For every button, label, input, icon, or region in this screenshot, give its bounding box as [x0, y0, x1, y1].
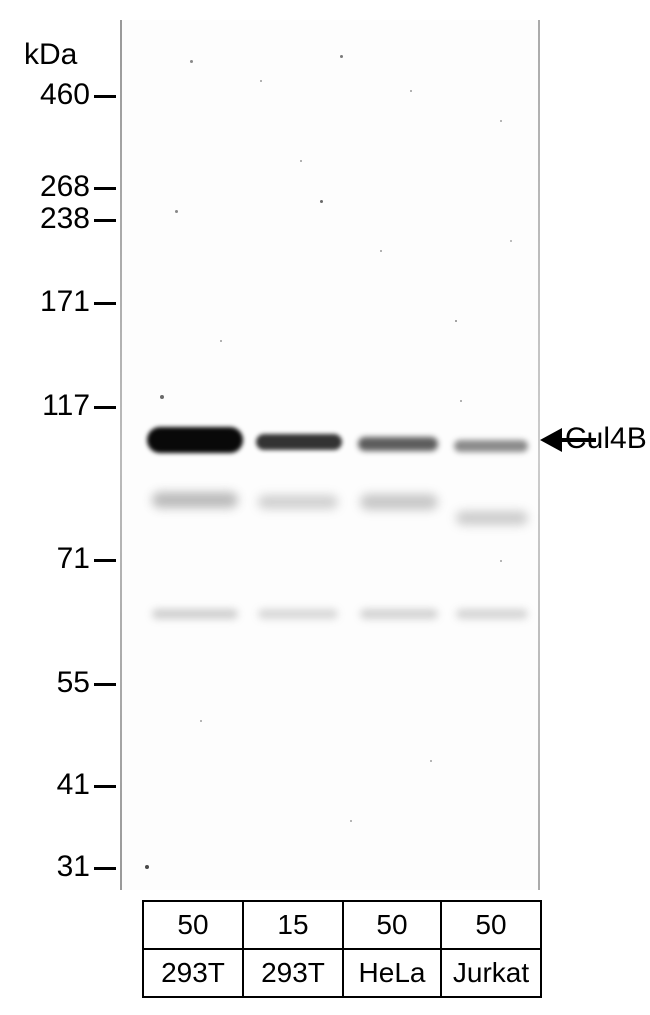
blot-band — [258, 495, 338, 509]
blot-band — [358, 437, 438, 451]
mw-label: 238 — [30, 202, 90, 236]
lane-load-cell: 50 — [343, 901, 441, 949]
noise-dot — [510, 240, 512, 242]
figure-container: kDa 46026823817111771554131 Cul4B 501550… — [0, 0, 650, 1015]
mw-tick — [94, 406, 116, 409]
noise-dot — [380, 250, 382, 252]
lane-load-cell: 15 — [243, 901, 343, 949]
noise-dot — [340, 55, 343, 58]
noise-dot — [190, 60, 193, 63]
blot-band — [152, 609, 238, 619]
lane-table: 50155050293T293THeLaJurkat — [142, 900, 542, 998]
mw-label: 117 — [30, 389, 90, 423]
lane-sample-cell: Jurkat — [441, 949, 541, 997]
blot-band — [256, 434, 342, 450]
noise-dot — [320, 200, 323, 203]
noise-dot — [500, 120, 502, 122]
table-row: 50155050 — [143, 901, 541, 949]
mw-label: 71 — [30, 542, 90, 576]
mw-tick — [94, 559, 116, 562]
blot-band — [258, 609, 338, 619]
mw-label: 41 — [30, 768, 90, 802]
blot-band — [360, 609, 438, 619]
mw-tick — [94, 219, 116, 222]
blot-band — [456, 609, 528, 619]
mw-tick — [94, 302, 116, 305]
blot-band — [152, 492, 238, 508]
mw-tick — [94, 785, 116, 788]
blot-right-edge — [538, 20, 540, 890]
noise-dot — [430, 760, 432, 762]
noise-dot — [460, 400, 462, 402]
mw-label: 460 — [30, 78, 90, 112]
noise-dot — [410, 90, 412, 92]
noise-dot — [500, 560, 502, 562]
mw-tick — [94, 867, 116, 870]
blot-band — [456, 511, 528, 525]
noise-dot — [220, 340, 222, 342]
noise-dot — [350, 820, 352, 822]
blot-band — [454, 440, 528, 452]
mw-tick — [94, 187, 116, 190]
mw-tick — [94, 683, 116, 686]
table-row: 293T293THeLaJurkat — [143, 949, 541, 997]
mw-label: 171 — [30, 285, 90, 319]
noise-dot — [455, 320, 457, 322]
arrow-head-icon — [540, 428, 562, 452]
noise-dot — [300, 160, 302, 162]
lane-sample-cell: HeLa — [343, 949, 441, 997]
mw-label: 268 — [30, 170, 90, 204]
noise-dot — [145, 865, 149, 869]
blot-left-edge — [120, 20, 122, 890]
blot-membrane — [120, 20, 540, 890]
lane-load-cell: 50 — [441, 901, 541, 949]
mw-tick — [94, 95, 116, 98]
blot-band — [147, 427, 243, 453]
lane-sample-cell: 293T — [143, 949, 243, 997]
mw-label: 55 — [30, 666, 90, 700]
noise-dot — [160, 395, 164, 399]
lane-sample-cell: 293T — [243, 949, 343, 997]
lane-load-cell: 50 — [143, 901, 243, 949]
noise-dot — [200, 720, 202, 722]
blot-band — [360, 494, 438, 510]
mw-label: 31 — [30, 850, 90, 884]
target-label: Cul4B — [565, 422, 647, 456]
noise-dot — [260, 80, 262, 82]
noise-dot — [175, 210, 178, 213]
axis-unit-label: kDa — [24, 38, 77, 72]
